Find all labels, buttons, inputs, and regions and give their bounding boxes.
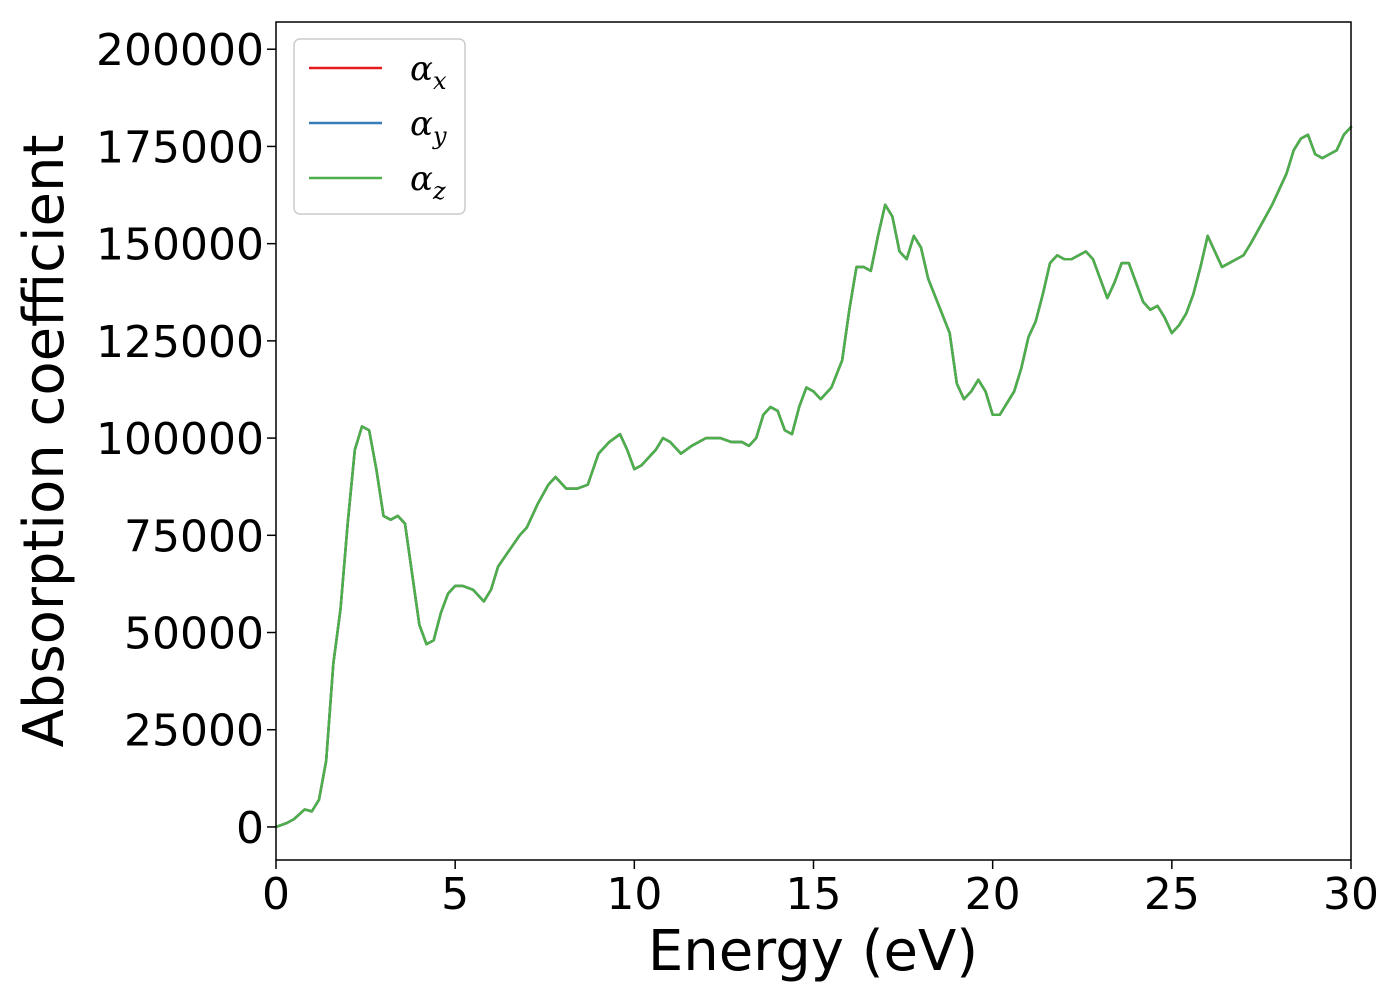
y-tick-label: 75000 (124, 511, 264, 562)
series-layer (274, 125, 1353, 829)
y-tick-label: 100000 (96, 414, 264, 465)
y-tick-label: 25000 (124, 706, 264, 757)
x-tick-label: 25 (1144, 869, 1200, 920)
series-line-3 (274, 125, 1353, 829)
y-tick-label: 150000 (96, 220, 264, 271)
y-tick-label: 50000 (124, 609, 264, 660)
x-tick-label: 5 (441, 869, 469, 920)
series-line-2 (274, 125, 1353, 829)
x-tick-label: 0 (262, 869, 290, 920)
y-axis: 0 25000 50000 75000 100000 125000 150000 175000… (96, 25, 276, 854)
y-tick-label: 125000 (96, 317, 264, 368)
y-tick-label: 200000 (96, 25, 264, 76)
y-tick-label: 0 (236, 803, 264, 854)
x-tick-label: 15 (786, 869, 842, 920)
legend-frame (293, 38, 466, 215)
x-tick-label: 10 (606, 869, 662, 920)
y-axis-label: Absorption coefficient (12, 135, 77, 748)
series-line-1 (274, 125, 1353, 829)
x-axis: 0 5 10 15 20 25 30 (262, 860, 1379, 920)
x-tick-label: 30 (1323, 869, 1379, 920)
x-tick-label: 20 (965, 869, 1021, 920)
x-axis-label: Energy (eV) (648, 919, 978, 984)
y-tick-label: 175000 (96, 122, 264, 173)
